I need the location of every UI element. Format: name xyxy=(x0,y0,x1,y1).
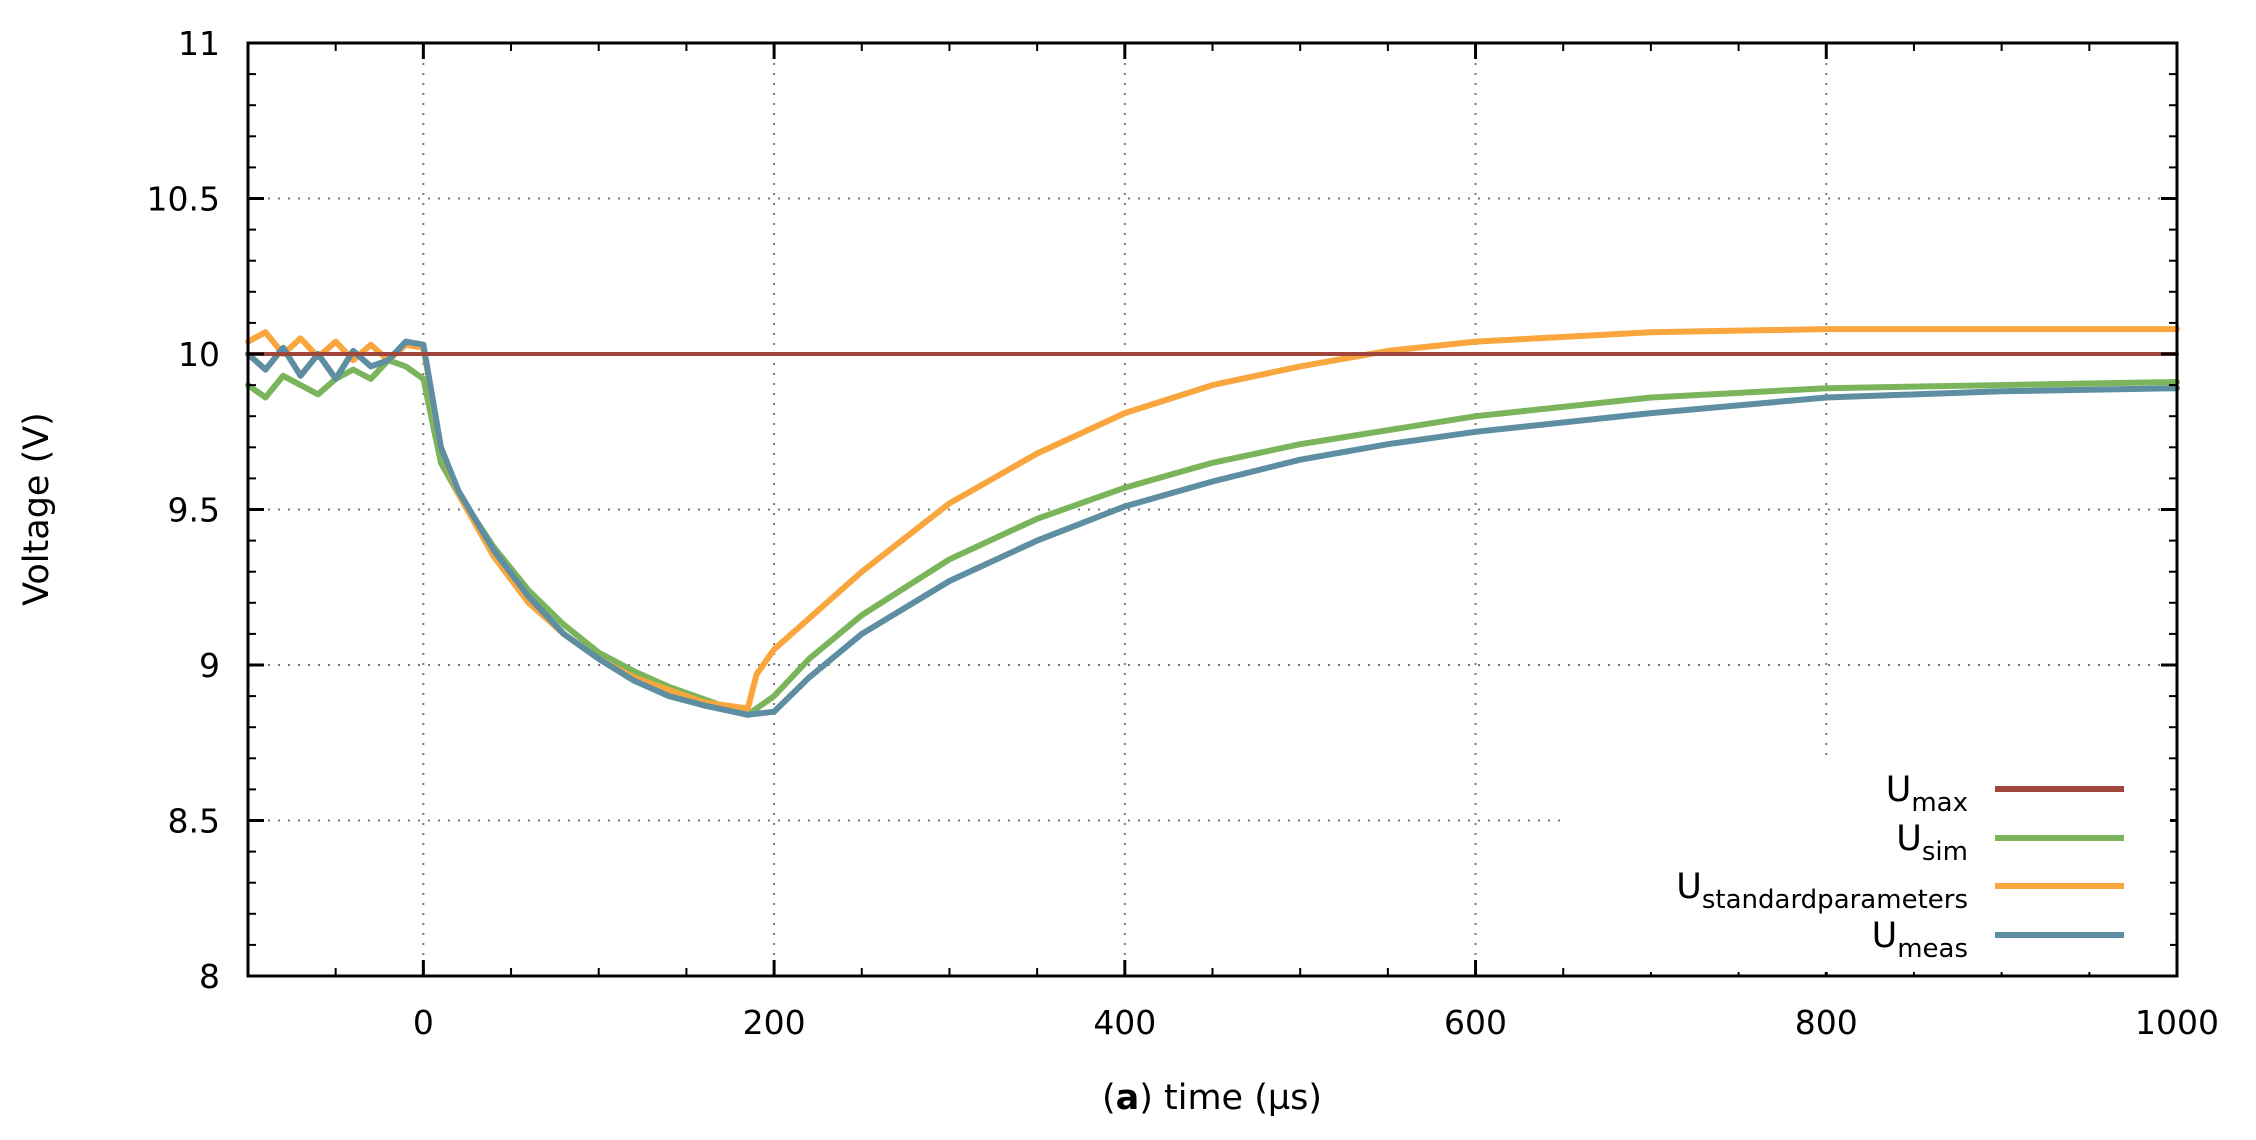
x-tick-label: 1000 xyxy=(2135,1003,2219,1042)
x-tick-label: 200 xyxy=(743,1003,806,1042)
series-line-umeas xyxy=(245,338,2180,718)
axis-ticks: 0 200 400 600 800 1000 8 8.5 9 9.5 10 10.5 11 xyxy=(147,24,2219,1042)
legend-label-umax: Umax xyxy=(1886,770,1968,818)
x-tick-label: 600 xyxy=(1444,1003,1507,1042)
x-axis-label-bold: a xyxy=(1116,1078,1140,1118)
x-axis-label-prefix: ( xyxy=(1102,1078,1116,1118)
x-tick-label: 0 xyxy=(413,1003,434,1042)
y-tick-label: 11 xyxy=(178,24,220,63)
legend-label-usim: Usim xyxy=(1896,819,1968,867)
y-tick-label: 9.5 xyxy=(168,491,220,530)
y-tick-label: 10.5 xyxy=(147,180,220,219)
legend-label-ustandardparameters: Ustandardparameters xyxy=(1676,867,1968,915)
series-line-usim xyxy=(245,357,2180,718)
legend-label-umeas: Umeas xyxy=(1872,916,1968,964)
x-axis-label-suffix: ) time (µs) xyxy=(1139,1078,1322,1118)
y-tick-label: 9 xyxy=(199,646,220,685)
x-tick-label: 800 xyxy=(1795,1003,1858,1042)
y-axis-label: Voltage (V) xyxy=(17,412,57,606)
y-tick-label: 8 xyxy=(199,957,220,996)
y-tick-label: 8.5 xyxy=(168,802,220,841)
y-tick-label: 10 xyxy=(178,335,220,374)
series-lines xyxy=(245,326,2180,718)
x-tick-label: 400 xyxy=(1093,1003,1156,1042)
x-axis-label: (a) time (µs) xyxy=(1102,1078,1322,1118)
